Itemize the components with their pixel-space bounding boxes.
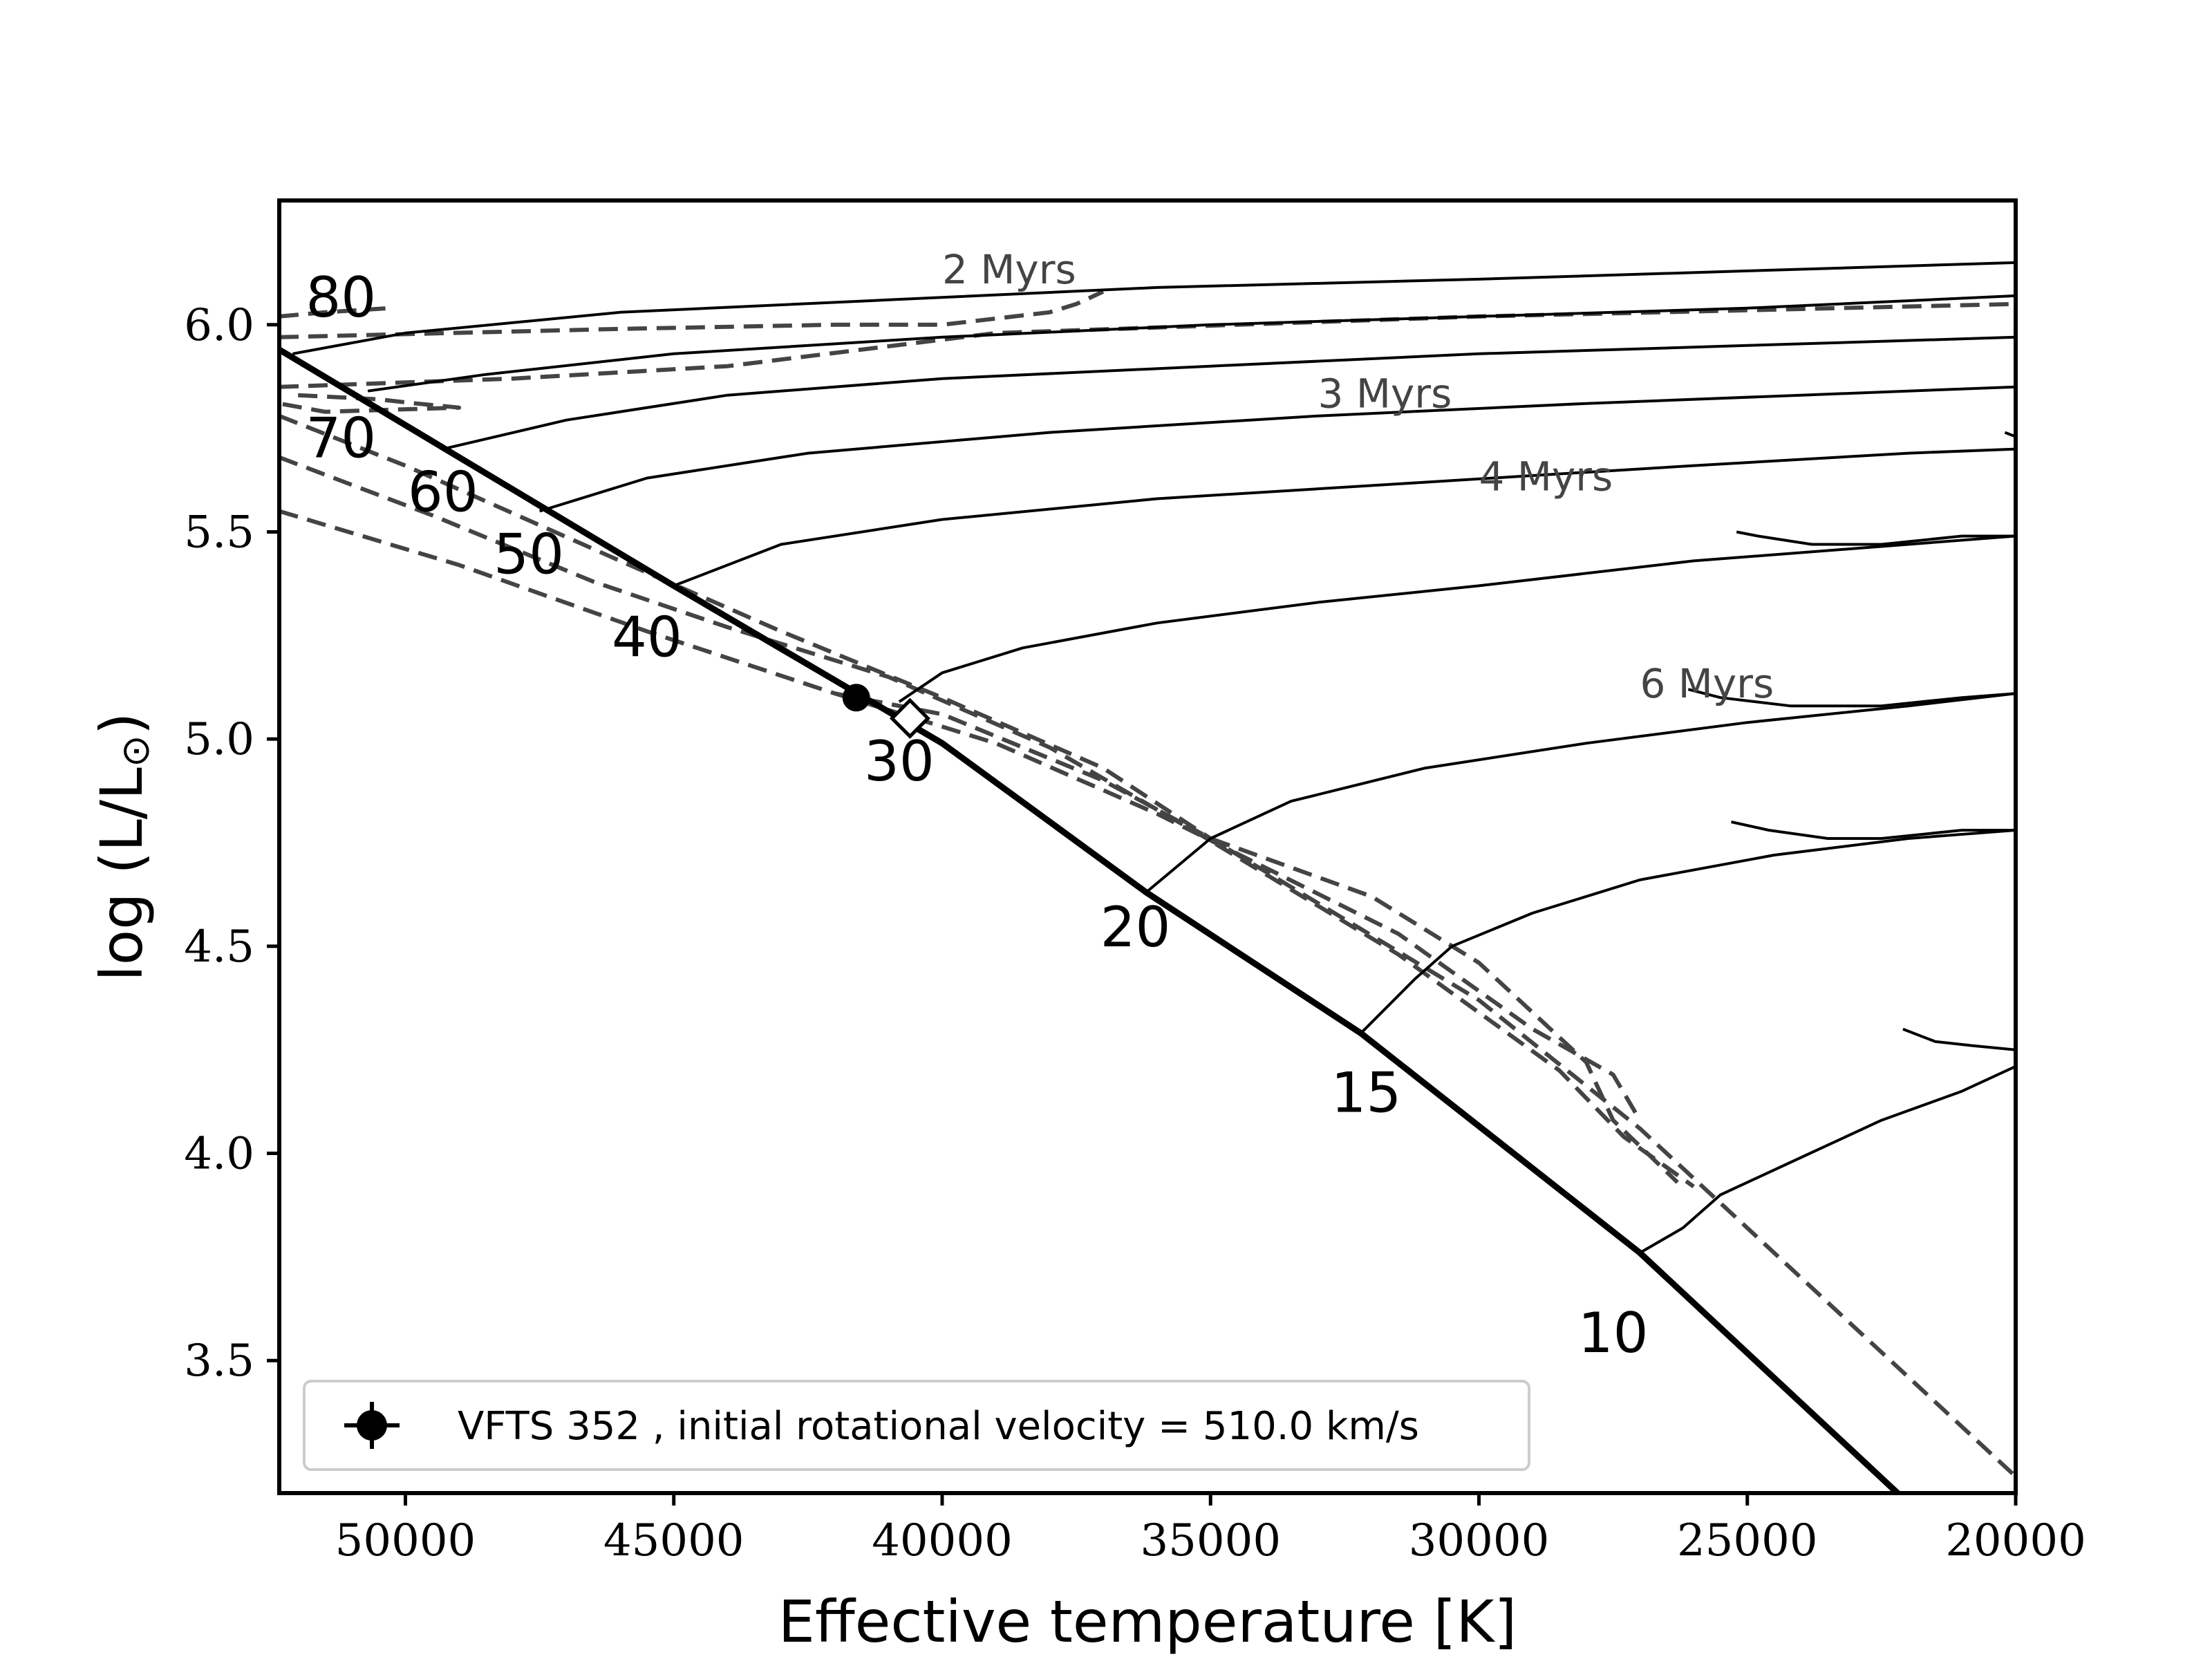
point-layer [842, 684, 930, 739]
y-axis-title-prefix: log (L/L [88, 767, 156, 982]
track-label-10: 10 [1578, 1301, 1649, 1365]
track-10-msun [1639, 1065, 2016, 1255]
y-tick-label-5: 6.0 [184, 300, 254, 351]
y-axis-title-suffix: ) [88, 712, 156, 735]
track-80-msun [292, 261, 2016, 355]
x-tick-label-20000: 20000 [1945, 1515, 2086, 1566]
isochrone-line-0 [279, 306, 390, 319]
track-15-msun [1360, 829, 2016, 1035]
x-tick-label-25000: 25000 [1677, 1515, 1818, 1566]
track-hook-2 [1731, 821, 2016, 840]
track-50-msun [539, 385, 2016, 513]
y-tick-label-0: 3.5 [184, 1335, 254, 1387]
isochrone-line-2 [279, 413, 2016, 1479]
x-tick-label-40000: 40000 [872, 1515, 1013, 1566]
zams-layer [279, 346, 1900, 1493]
isochrone-line-4 [279, 509, 1642, 1122]
isochrone-label-1: 3 Myrs [1318, 371, 1452, 418]
track-layer [292, 261, 2016, 1255]
isochrone-layer [279, 290, 2016, 1479]
x-tick-label-45000: 45000 [603, 1515, 744, 1566]
isochrone-label-0: 2 Myrs [942, 246, 1076, 293]
track-label-70: 70 [306, 406, 376, 471]
track-hook-1 [1687, 688, 2016, 708]
legend-box [303, 1380, 1530, 1471]
isochrone-line-3 [279, 455, 1695, 1188]
plot-frame [277, 198, 2018, 1495]
isochrone-label-5: 6 Myrs [1640, 660, 1774, 707]
track-label-20: 20 [1100, 895, 1171, 959]
track-30-msun [898, 534, 2016, 703]
x-tick-label-35000: 35000 [1140, 1515, 1281, 1566]
isochrone-label-2: 4 Myrs [1479, 453, 1613, 500]
track-70-msun [367, 294, 2016, 393]
isochrone-line-0-b [279, 290, 1105, 339]
track-label-40: 40 [612, 605, 682, 669]
track-label-50: 50 [494, 522, 564, 586]
star-marker [842, 684, 870, 712]
y-tick-label-2: 4.5 [184, 921, 254, 973]
legend-marker [357, 1410, 387, 1441]
track-label-80: 80 [306, 265, 376, 330]
legend-label: VFTS 352 , initial rotational velocity =… [458, 1404, 1419, 1449]
x-axis-title: Effective temperature [K] [778, 1588, 1517, 1656]
track-20-msun [1145, 692, 2016, 894]
zams-line [279, 346, 1900, 1493]
tick-layer: 50000 45000 40000 35000 30000 25000 20000 3.5 4.… [184, 300, 2086, 1566]
track-label-30: 30 [864, 729, 935, 794]
isochrone-line-5 [834, 691, 1679, 1184]
track-hook-3 [1902, 1027, 2016, 1051]
model-best-marker [889, 697, 930, 739]
track-40-msun [673, 447, 2016, 588]
y-tick-label-3: 5.0 [184, 714, 254, 765]
y-tick-label-1: 4.0 [184, 1129, 254, 1180]
legend: VFTS 352 , initial rotational velocity =… [303, 1380, 1530, 1471]
track-hook-0 [1736, 530, 2016, 546]
track-60-msun [442, 335, 2016, 451]
x-tick-label-30000: 30000 [1409, 1515, 1550, 1566]
y-axis-title-sun: ⊙ [113, 735, 158, 767]
y-axis-title: log (L/L⊙) [88, 712, 158, 981]
x-tick-label-50000: 50000 [335, 1515, 476, 1566]
track-label-15: 15 [1331, 1061, 1402, 1125]
track-label-60: 60 [408, 460, 478, 525]
y-tick-label-4: 5.5 [184, 507, 254, 558]
